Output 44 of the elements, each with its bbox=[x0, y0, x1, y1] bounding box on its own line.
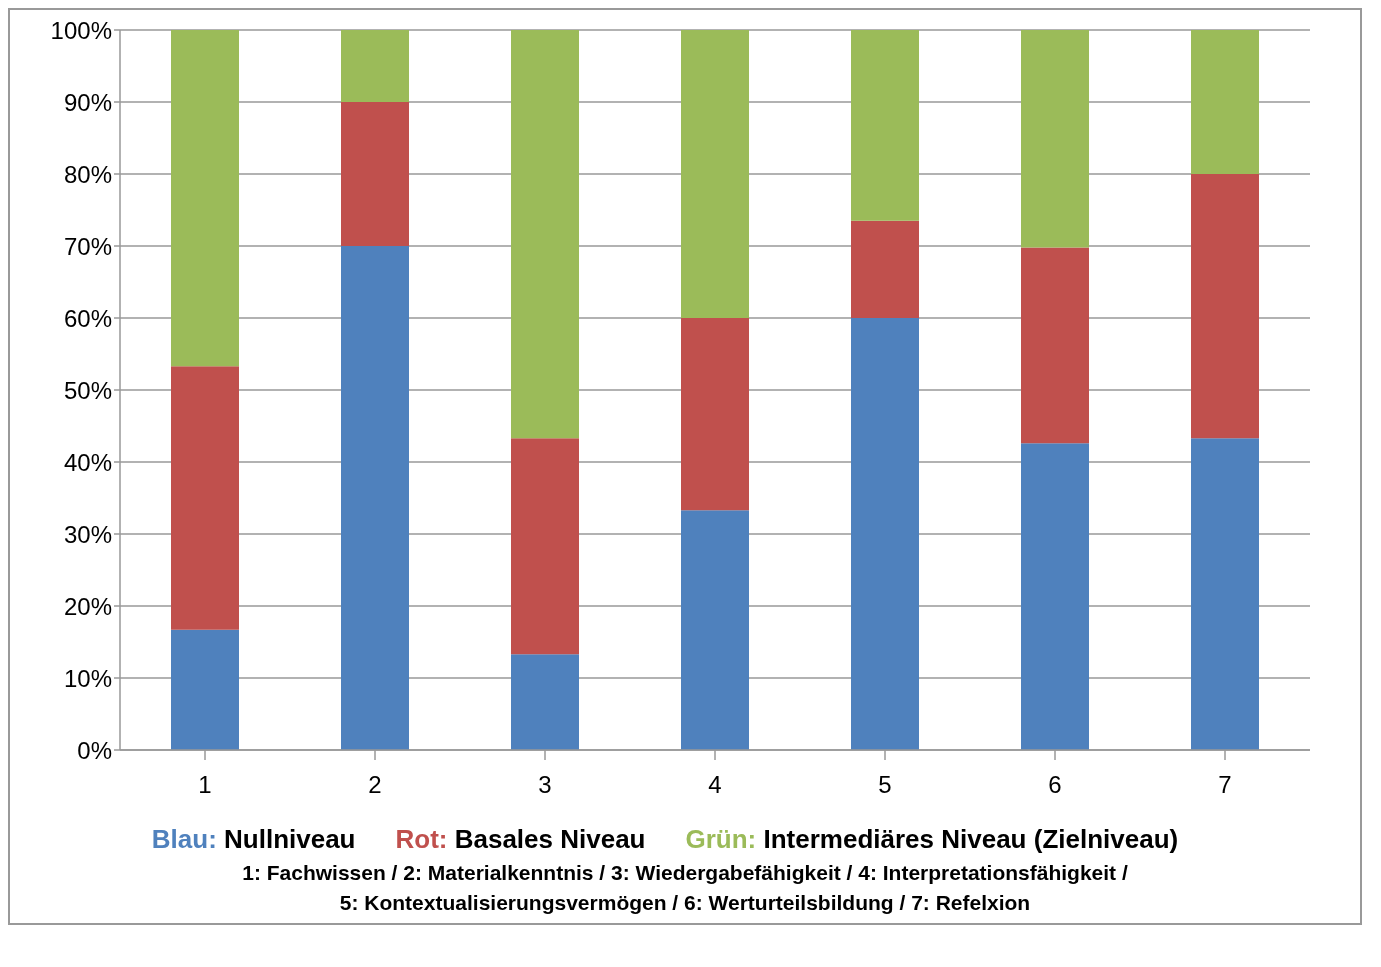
text: Blau: Nullniveau bbox=[151, 824, 356, 854]
bar bbox=[1021, 443, 1089, 750]
text: Rot: Basales Niveau bbox=[395, 824, 646, 854]
y-tick-label: 90% bbox=[63, 88, 112, 116]
bar bbox=[1191, 438, 1259, 750]
y-tick-label: 10% bbox=[63, 664, 112, 692]
bar bbox=[681, 318, 749, 511]
text: 5: Kontextualisierungsvermögen / 6: Werturteilsbildung / 7: Refelxion bbox=[338, 891, 1032, 915]
x-tick-label: 7 bbox=[1218, 771, 1232, 799]
bar bbox=[341, 246, 409, 750]
bar bbox=[171, 30, 239, 367]
bar bbox=[1021, 247, 1089, 444]
bar bbox=[851, 318, 919, 750]
bar bbox=[341, 102, 409, 246]
x-tick-label: 3 bbox=[538, 771, 552, 799]
bar bbox=[171, 366, 239, 630]
x-tick-label: 5 bbox=[878, 771, 892, 799]
y-tick-label: 40% bbox=[63, 448, 112, 476]
text: 1: Fachwissen / 2: Materialkenntnis / 3: Wiedergabefähigkeit / 4: Interpretationsfähigkeit / bbox=[241, 861, 1129, 885]
y-tick-label: 50% bbox=[63, 376, 112, 404]
x-tick-label: 4 bbox=[708, 771, 722, 799]
y-tick-label: 20% bbox=[63, 592, 112, 620]
bar bbox=[681, 30, 749, 318]
y-tick-label: 80% bbox=[63, 160, 112, 188]
y-tick-label: 30% bbox=[63, 520, 112, 548]
x-tick-label: 1 bbox=[198, 771, 212, 799]
y-tick-label: 0% bbox=[77, 736, 112, 764]
y-tick-label: 70% bbox=[63, 232, 112, 260]
bar bbox=[851, 220, 919, 318]
bar bbox=[341, 30, 409, 102]
bar bbox=[511, 438, 579, 655]
bar bbox=[511, 30, 579, 439]
x-tick-label: 2 bbox=[368, 771, 382, 799]
bar bbox=[1191, 174, 1259, 439]
bar bbox=[681, 510, 749, 750]
bar bbox=[851, 30, 919, 221]
text: Grün: Intermediäres Niveau (Zielniveau) bbox=[685, 824, 1179, 854]
bar bbox=[171, 629, 239, 750]
y-tick-label: 100% bbox=[50, 16, 112, 44]
bar bbox=[511, 654, 579, 750]
x-tick-label: 6 bbox=[1048, 771, 1062, 799]
y-tick-label: 60% bbox=[63, 304, 112, 332]
bar bbox=[1021, 30, 1089, 248]
bar bbox=[1191, 30, 1259, 174]
